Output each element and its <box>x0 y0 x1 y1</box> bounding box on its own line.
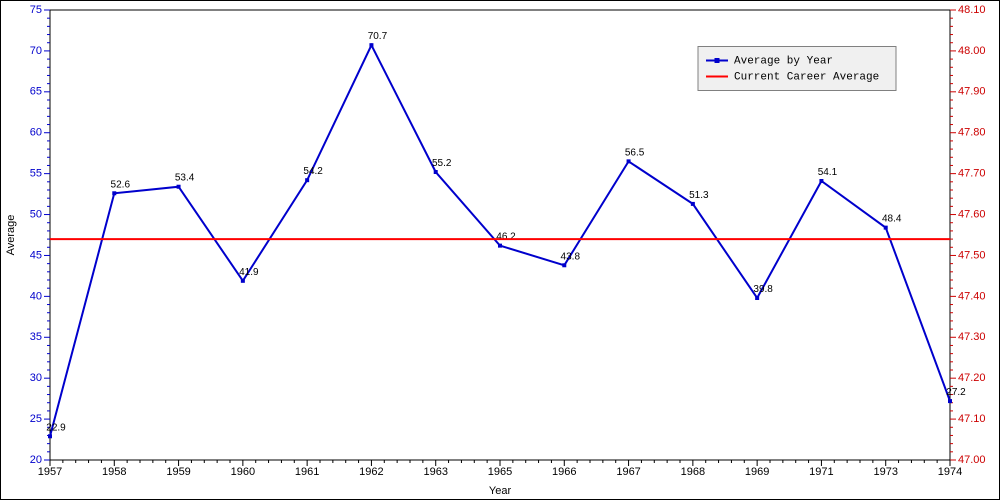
series-marker <box>819 179 823 183</box>
series-marker <box>498 244 502 248</box>
line-chart: 20 25 30 35 40 45 50 55 60 65 70 75 Average 47.00 47.1… <box>0 0 1000 500</box>
data-label: 55.2 <box>432 158 452 169</box>
series-marker <box>562 263 566 267</box>
svg-text:20: 20 <box>30 454 42 466</box>
data-label: 52.6 <box>111 179 131 190</box>
series-marker <box>691 202 695 206</box>
svg-text:1971: 1971 <box>809 466 833 478</box>
data-label: 54.1 <box>818 167 838 178</box>
series-marker <box>305 178 309 182</box>
svg-text:65: 65 <box>30 86 42 98</box>
svg-text:75: 75 <box>30 4 42 16</box>
svg-text:45: 45 <box>30 249 42 261</box>
svg-text:47.20: 47.20 <box>958 372 986 384</box>
svg-text:47.80: 47.80 <box>958 127 986 139</box>
svg-text:47.10: 47.10 <box>958 413 986 425</box>
data-label: 56.5 <box>625 147 645 158</box>
svg-text:60: 60 <box>30 127 42 139</box>
svg-text:47.50: 47.50 <box>958 249 986 261</box>
svg-text:47.60: 47.60 <box>958 208 986 220</box>
data-label: 46.2 <box>496 232 516 243</box>
svg-text:1969: 1969 <box>745 466 769 478</box>
data-label: 27.2 <box>946 387 966 398</box>
svg-text:47.00: 47.00 <box>958 454 986 466</box>
data-label: 43.8 <box>561 251 581 262</box>
svg-text:1973: 1973 <box>873 466 897 478</box>
svg-text:1958: 1958 <box>102 466 126 478</box>
svg-text:25: 25 <box>30 413 42 425</box>
svg-text:47.40: 47.40 <box>958 290 986 302</box>
data-label: 54.2 <box>303 166 323 177</box>
data-label: 70.7 <box>368 31 388 42</box>
series-marker <box>241 279 245 283</box>
svg-text:40: 40 <box>30 290 42 302</box>
svg-text:70: 70 <box>30 45 42 57</box>
y-axis-label: Average <box>5 215 17 256</box>
data-label: 39.8 <box>753 284 773 295</box>
legend: Average by Year Current Career Average <box>698 47 896 91</box>
svg-text:48.10: 48.10 <box>958 4 986 16</box>
svg-text:47.90: 47.90 <box>958 86 986 98</box>
svg-text:1960: 1960 <box>231 466 255 478</box>
series-marker <box>112 191 116 195</box>
svg-text:Current Career Average: Current Career Average <box>734 71 879 83</box>
svg-text:55: 55 <box>30 168 42 180</box>
x-axis-label: Year <box>489 485 512 497</box>
svg-text:Average by Year: Average by Year <box>734 55 833 67</box>
svg-text:35: 35 <box>30 331 42 343</box>
svg-text:47.70: 47.70 <box>958 168 986 180</box>
data-label: 41.9 <box>239 267 259 278</box>
series-marker <box>948 399 952 403</box>
series-marker <box>48 434 52 438</box>
svg-text:48.00: 48.00 <box>958 45 986 57</box>
series-marker <box>884 226 888 230</box>
svg-text:50: 50 <box>30 208 42 220</box>
series-marker <box>434 170 438 174</box>
series-marker <box>627 159 631 163</box>
svg-text:1965: 1965 <box>488 466 512 478</box>
svg-text:30: 30 <box>30 372 42 384</box>
series-marker <box>369 43 373 47</box>
data-label: 22.9 <box>46 422 66 433</box>
svg-text:1974: 1974 <box>938 466 962 478</box>
data-label: 48.4 <box>882 214 902 225</box>
svg-text:1961: 1961 <box>295 466 319 478</box>
svg-text:1959: 1959 <box>166 466 190 478</box>
svg-text:1962: 1962 <box>359 466 383 478</box>
svg-text:1966: 1966 <box>552 466 576 478</box>
svg-text:1967: 1967 <box>616 466 640 478</box>
data-label: 53.4 <box>175 173 195 184</box>
svg-text:47.30: 47.30 <box>958 331 986 343</box>
series-marker <box>755 296 759 300</box>
data-label: 51.3 <box>689 190 709 201</box>
svg-text:1968: 1968 <box>681 466 705 478</box>
svg-text:1957: 1957 <box>38 466 62 478</box>
svg-text:1963: 1963 <box>423 466 447 478</box>
series-marker <box>177 185 181 189</box>
